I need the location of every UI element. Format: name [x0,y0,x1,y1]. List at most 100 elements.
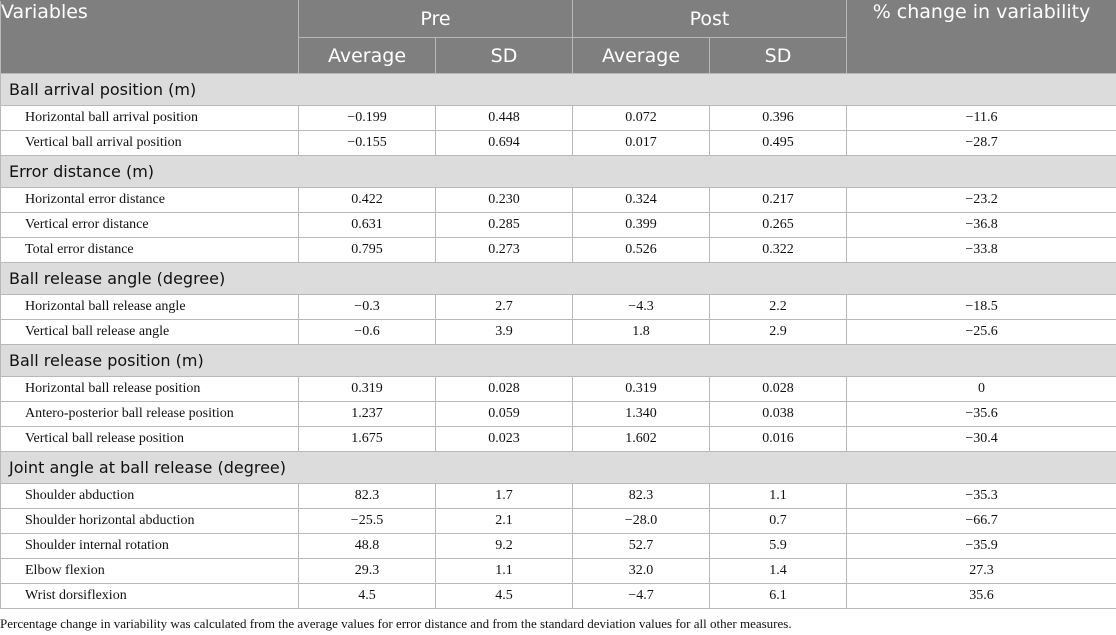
post-average-cell: 0.319 [572,376,710,402]
header-pre: Pre [298,0,573,38]
pre-average-cell: 82.3 [298,483,436,509]
post-average-cell: 0.526 [572,237,710,263]
pre-sd-cell: 0.059 [435,401,573,427]
pct-change-cell: −18.5 [846,294,1116,320]
pct-change-cell: −30.4 [846,426,1116,452]
variable-name-cell: Shoulder abduction [0,483,299,509]
pre-average-cell: 4.5 [298,583,436,609]
table-row: Shoulder horizontal abduction −25.5 2.1 −28… [0,508,1116,534]
post-sd-cell: 0.265 [708,212,848,238]
pre-average-cell: −25.5 [298,508,436,534]
post-sd-cell: 2.2 [708,294,848,320]
post-sd-cell: 6.1 [708,583,848,609]
post-sd-cell: 0.016 [708,426,848,452]
table-body: Ball arrival position (m) Horizontal ball… [0,73,1116,609]
post-sd-cell: 0.217 [708,187,848,213]
variable-name-cell: Shoulder horizontal abduction [0,508,299,534]
table-row: Vertical ball release position 1.675 0.023… [0,426,1116,452]
pre-sd-cell: 9.2 [435,533,573,559]
header-post-average: Average [572,37,710,74]
post-average-cell: −4.3 [572,294,710,320]
header-pre-sd: SD [435,37,573,74]
section-title: Ball release position (m) [0,344,1116,377]
post-sd-cell: 1.4 [708,558,848,584]
pct-change-cell: −11.6 [846,105,1116,131]
pre-average-cell: −0.6 [298,319,436,345]
pre-average-cell: 0.795 [298,237,436,263]
table-row: Horizontal ball release position 0.319 0.0… [0,376,1116,402]
pct-change-cell: −66.7 [846,508,1116,534]
pre-average-cell: 0.319 [298,376,436,402]
post-sd-cell: 0.396 [708,105,848,131]
post-average-cell: 1.8 [572,319,710,345]
pct-change-cell: −33.8 [846,237,1116,263]
post-sd-cell: 0.028 [708,376,848,402]
post-average-cell: 82.3 [572,483,710,509]
post-average-cell: −28.0 [572,508,710,534]
pre-average-cell: −0.3 [298,294,436,320]
section-header-row: Ball release position (m) [0,344,1116,377]
pre-sd-cell: 0.448 [435,105,573,131]
pre-sd-cell: 3.9 [435,319,573,345]
post-average-cell: 0.072 [572,105,710,131]
post-average-cell: 32.0 [572,558,710,584]
variable-name-cell: Antero-posterior ball release position [0,401,299,427]
table-row: Shoulder abduction 82.3 1.7 82.3 1.1 −35.3 [0,483,1116,509]
variable-name-cell: Horizontal ball release position [0,376,299,402]
post-sd-cell: 1.1 [708,483,848,509]
table-row: Antero-posterior ball release position 1.… [0,401,1116,427]
variable-name-cell: Elbow flexion [0,558,299,584]
pct-change-cell: 0 [846,376,1116,402]
pre-average-cell: 0.631 [298,212,436,238]
post-average-cell: 0.324 [572,187,710,213]
pre-sd-cell: 2.7 [435,294,573,320]
pre-average-cell: 48.8 [298,533,436,559]
post-sd-cell: 5.9 [708,533,848,559]
header-post: Post [571,0,848,38]
footnote: Percentage change in variability was cal… [0,616,792,631]
table-row: Horizontal ball arrival position −0.199 0.… [0,105,1116,131]
pct-change-cell: 27.3 [846,558,1116,584]
pre-sd-cell: 0.273 [435,237,573,263]
section-header-row: Ball arrival position (m) [0,73,1116,106]
pre-sd-cell: 0.230 [435,187,573,213]
section-title: Joint angle at ball release (degree) [0,451,1116,484]
table-row: Vertical error distance 0.631 0.285 0.399 0.… [0,212,1116,238]
pre-sd-cell: 0.028 [435,376,573,402]
pre-average-cell: 1.675 [298,426,436,452]
table-row: Vertical ball arrival position −0.155 0.69… [0,130,1116,156]
pct-change-cell: −36.8 [846,212,1116,238]
variable-name-cell: Wrist dorsiflexion [0,583,299,609]
variable-name-cell: Total error distance [0,237,299,263]
pct-change-cell: −23.2 [846,187,1116,213]
table-row: Horizontal ball release angle −0.3 2.7 −4.3… [0,294,1116,320]
table-row: Elbow flexion 29.3 1.1 32.0 1.4 27.3 [0,558,1116,584]
section-title: Error distance (m) [0,155,1116,188]
post-sd-cell: 0.495 [708,130,848,156]
variable-name-cell: Horizontal ball release angle [0,294,299,320]
table-row: Wrist dorsiflexion 4.5 4.5 −4.7 6.1 35.6 [0,583,1116,609]
post-average-cell: 52.7 [572,533,710,559]
section-header-row: Error distance (m) [0,155,1116,188]
results-table: Variables Pre Post % change in variabili… [0,0,1116,609]
post-average-cell: 1.340 [572,401,710,427]
table-row: Total error distance 0.795 0.273 0.526 0.322… [0,237,1116,263]
pct-change-cell: 35.6 [846,583,1116,609]
header-pre-average: Average [298,37,436,74]
header-variables: Variables [0,0,299,74]
post-average-cell: −4.7 [572,583,710,609]
variable-name-cell: Vertical ball release position [0,426,299,452]
post-average-cell: 1.602 [572,426,710,452]
pre-sd-cell: 0.023 [435,426,573,452]
variable-name-cell: Shoulder internal rotation [0,533,299,559]
pre-sd-cell: 0.694 [435,130,573,156]
table-header: Variables Pre Post % change in variabili… [0,0,1116,74]
variable-name-cell: Horizontal ball arrival position [0,105,299,131]
section-title: Ball release angle (degree) [0,262,1116,295]
table-row: Vertical ball release angle −0.6 3.9 1.8 2.9… [0,319,1116,345]
pre-sd-cell: 0.285 [435,212,573,238]
variable-name-cell: Horizontal error distance [0,187,299,213]
header-post-sd: SD [708,37,848,74]
post-sd-cell: 2.9 [708,319,848,345]
pct-change-cell: −25.6 [846,319,1116,345]
